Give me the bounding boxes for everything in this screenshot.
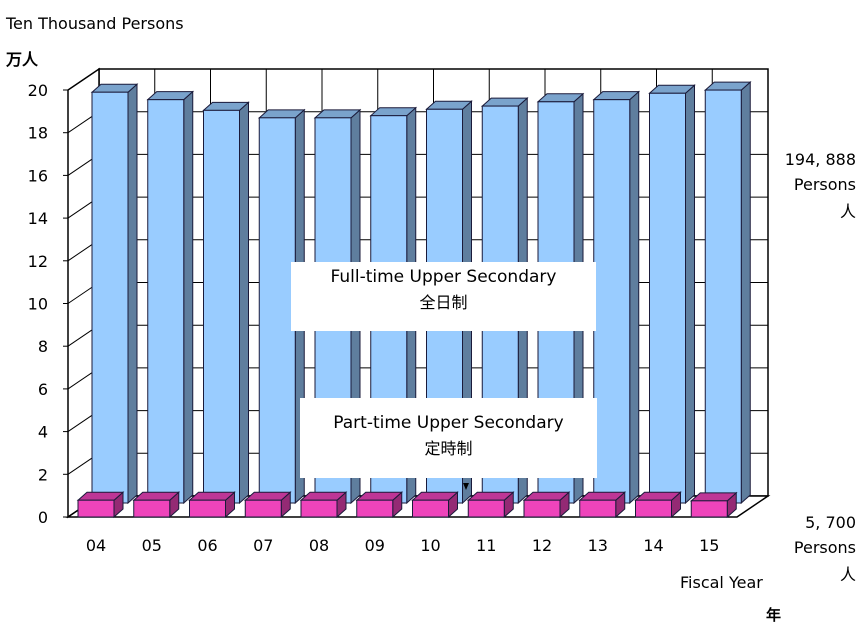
full-time-bar: [146, 90, 195, 505]
part-time-bar: [188, 491, 236, 519]
full-time-unit: Persons: [793, 175, 856, 194]
x-tick-label: 13: [588, 536, 608, 555]
x-axis-unit-label: Fiscal Year: [680, 573, 763, 592]
pointer-marker: [463, 483, 469, 490]
y-tick-label: 10: [28, 295, 48, 314]
y-tick-label: 2: [38, 465, 48, 484]
full-time-unit-ja: 人: [839, 202, 856, 221]
part-time-bar-front: [133, 499, 171, 518]
full-time-annotation: 194, 888 Persons 人: [762, 150, 856, 222]
y-tick-label: 16: [28, 166, 48, 185]
full-time-bar: [703, 80, 752, 505]
part-time-bar-front: [412, 499, 449, 518]
x-tick-label: 04: [86, 536, 106, 555]
full-time-bar-front: [147, 99, 185, 504]
part-time-unit-ja: 人: [839, 565, 856, 584]
x-tick-label: 07: [253, 536, 273, 555]
x-tick-label: 08: [309, 536, 329, 555]
x-tick-label: 14: [643, 536, 663, 555]
full-time-bar-side: [127, 83, 138, 505]
part-time-bar: [76, 491, 125, 519]
part-time-bar: [689, 491, 738, 519]
full-time-bar: [202, 101, 250, 505]
part-time-bar: [243, 491, 292, 519]
x-tick-label: 09: [365, 536, 385, 555]
full-time-bar-front: [91, 91, 129, 504]
grid-line-side: [67, 68, 100, 91]
part-time-value: 5, 700: [805, 513, 856, 532]
full-time-value: 194, 888: [784, 150, 856, 169]
part-time-bar-front: [523, 499, 561, 518]
part-time-bar-front: [467, 499, 505, 518]
y-tick-label: 14: [28, 209, 48, 228]
full-time-series-label: Full-time Upper Secondary 全日制: [291, 262, 596, 331]
full-time-label-en: Full-time Upper Secondary: [330, 267, 557, 287]
part-time-bar: [578, 491, 627, 519]
x-tick-label: 11: [476, 536, 496, 555]
part-time-bar-front: [189, 499, 226, 518]
full-time-bar-front: [258, 117, 296, 504]
y-tick-label: 20: [28, 81, 48, 100]
full-time-bar: [648, 84, 696, 505]
part-time-bar-front: [77, 499, 115, 518]
x-tick-label: 15: [699, 536, 719, 555]
part-time-bar-front: [579, 499, 617, 518]
full-time-bar-front: [649, 92, 686, 504]
x-tick-label: 06: [197, 536, 217, 555]
x-tick-label: 10: [420, 536, 440, 555]
full-time-bar-front: [704, 89, 742, 504]
part-time-annotation: 5, 700 Persons 人: [762, 513, 856, 585]
x-tick-label: 05: [142, 536, 162, 555]
part-time-bar-front: [635, 499, 672, 518]
part-time-bar: [522, 491, 571, 519]
part-time-bar-front: [244, 499, 282, 518]
y-axis-unit-label-ja: 万人: [6, 50, 39, 69]
x-axis-unit-label-ja: 年: [766, 606, 782, 624]
y-axis-unit-label: Ten Thousand Persons: [6, 14, 184, 33]
full-time-bar-front: [593, 99, 631, 504]
part-time-bar-front: [356, 499, 394, 518]
part-time-bar: [466, 491, 515, 519]
part-time-bar: [634, 491, 682, 519]
full-time-bar-front: [203, 109, 240, 504]
full-time-bar-side: [740, 80, 751, 505]
part-time-unit: Persons: [793, 538, 856, 557]
part-time-bar-front: [300, 499, 338, 518]
part-time-bar: [299, 491, 348, 519]
full-time-bar-side: [183, 90, 194, 505]
part-time-label-en: Part-time Upper Secondary: [333, 413, 564, 433]
x-tick-label: 12: [532, 536, 552, 555]
part-time-series-label: Part-time Upper Secondary 定時制: [300, 398, 597, 478]
full-time-bar-side: [239, 101, 249, 505]
y-tick-label: 0: [38, 508, 48, 527]
y-tick-label: 4: [38, 423, 48, 442]
full-time-bar: [257, 108, 306, 505]
y-tick-label: 18: [28, 124, 48, 143]
part-time-label-ja: 定時制: [424, 439, 473, 458]
full-time-label-ja: 全日制: [419, 293, 468, 312]
full-time-bar: [90, 83, 139, 505]
part-time-bar: [132, 491, 181, 519]
full-time-bar-side: [685, 84, 695, 505]
full-time-bar-side: [629, 90, 640, 505]
full-time-bar: [592, 90, 641, 505]
y-tick-label: 8: [38, 337, 48, 356]
part-time-bar: [355, 491, 404, 519]
y-tick-label: 6: [38, 380, 48, 399]
part-time-bar-front: [690, 500, 728, 518]
y-tick-label: 12: [28, 252, 48, 271]
part-time-bar: [411, 491, 459, 519]
